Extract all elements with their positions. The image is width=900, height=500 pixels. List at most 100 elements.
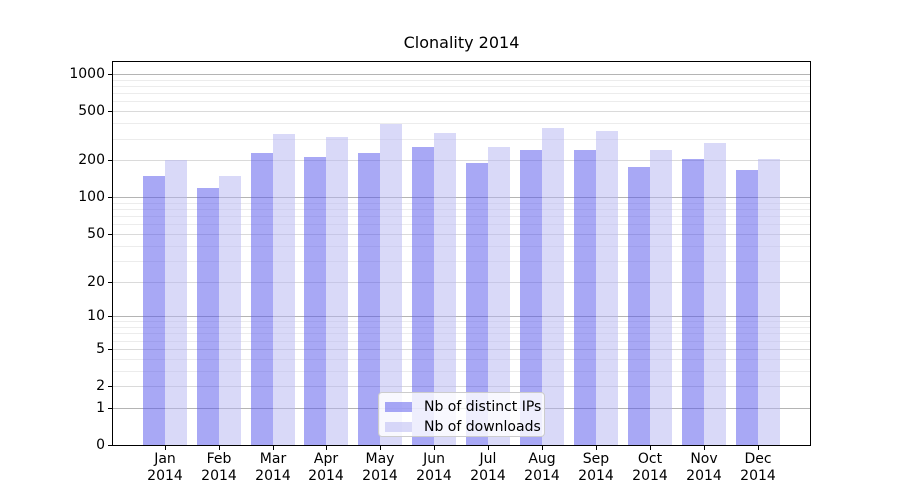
gridline-600: [113, 101, 810, 102]
legend-swatch-2: [385, 422, 412, 432]
gridline-70: [113, 216, 810, 217]
x-tick-label-aug: Aug 2014: [510, 451, 574, 485]
bar-nb-of-distinct-ips-apr: [304, 156, 327, 445]
bar-nb-of-distinct-ips-sep: [574, 150, 596, 445]
bar-nb-of-downloads-apr: [326, 136, 349, 445]
x-tick-apr: [326, 446, 327, 450]
y-tick-2: [108, 386, 112, 387]
gridline-60: [113, 224, 810, 225]
gridline-1000: [113, 74, 810, 75]
gridline-300: [113, 139, 810, 140]
x-tick-month: Oct: [637, 451, 663, 467]
gridline-90: [113, 203, 810, 204]
bar-nb-of-downloads-mar: [272, 134, 295, 445]
x-tick-jun: [434, 446, 435, 450]
x-tick-label-dec: Dec 2014: [726, 451, 790, 485]
x-tick-label-apr: Apr 2014: [294, 451, 358, 485]
bar-nb-of-distinct-ips-oct: [627, 167, 650, 445]
bar-nb-of-distinct-ips-nov: [681, 158, 704, 445]
x-tick-may: [380, 446, 381, 450]
gridline-6: [113, 341, 810, 342]
bar-nb-of-distinct-ips-jan: [142, 176, 165, 445]
y-tick-label-1: 1: [96, 400, 105, 416]
y-tick-label-500: 500: [78, 103, 105, 119]
y-tick-1000: [108, 74, 112, 75]
gridline-4: [113, 359, 810, 360]
bar-nb-of-downloads-oct: [649, 150, 672, 445]
x-tick-month: Mar: [259, 451, 287, 467]
bar-nb-of-downloads-jul: [488, 147, 511, 445]
y-tick-label-20: 20: [87, 274, 105, 290]
x-tick-month: Dec: [744, 451, 772, 467]
x-tick-jul: [488, 446, 489, 450]
x-tick-month: Jun: [423, 451, 445, 467]
gridline-3: [113, 371, 810, 372]
x-tick-label-jun: Jun 2014: [402, 451, 466, 485]
bar-nb-of-downloads-may: [380, 123, 403, 445]
x-tick-year: 2014: [578, 468, 614, 484]
gridline-900: [113, 80, 810, 81]
y-tick-label-5: 5: [96, 341, 105, 357]
x-tick-month: Feb: [206, 451, 232, 467]
x-tick-label-may: May 2014: [348, 451, 412, 485]
bar-nb-of-distinct-ips-may: [358, 153, 381, 445]
x-tick-month: Aug: [528, 451, 556, 467]
x-tick-feb: [219, 446, 220, 450]
gridline-100: [113, 197, 810, 198]
bar-nb-of-distinct-ips-dec: [735, 169, 758, 445]
x-tick-year: 2014: [632, 468, 668, 484]
x-tick-mar: [273, 446, 274, 450]
gridline-500: [113, 111, 810, 112]
x-tick-oct: [650, 446, 651, 450]
y-tick-label-50: 50: [87, 226, 105, 242]
chart-title: Clonality 2014: [403, 33, 520, 52]
gridline-20: [113, 282, 810, 283]
x-tick-label-mar: Mar 2014: [241, 451, 305, 485]
y-tick-label-100: 100: [78, 189, 105, 205]
gridline-9: [113, 321, 810, 322]
y-tick-5: [108, 349, 112, 350]
x-tick-month: Jul: [479, 451, 497, 467]
x-tick-year: 2014: [255, 468, 291, 484]
legend-item-2: Nb of downloads: [385, 417, 544, 437]
x-tick-nov: [704, 446, 705, 450]
bar-nb-of-distinct-ips-mar: [250, 153, 273, 445]
x-tick-month: Apr: [313, 451, 339, 467]
y-tick-label-200: 200: [78, 152, 105, 168]
bar-nb-of-downloads-dec: [757, 159, 780, 445]
x-tick-year: 2014: [147, 468, 183, 484]
x-tick-year: 2014: [686, 468, 722, 484]
y-tick-50: [108, 234, 112, 235]
gridline-200: [113, 160, 810, 161]
x-tick-label-feb: Feb 2014: [187, 451, 251, 485]
legend: Nb of distinct IPs Nb of downloads: [378, 392, 545, 437]
y-tick-0: [108, 445, 112, 446]
x-tick-label-nov: Nov 2014: [672, 451, 736, 485]
bar-nb-of-distinct-ips-aug: [520, 150, 543, 445]
gridline-800: [113, 86, 810, 87]
bar-nb-of-downloads-feb: [218, 175, 241, 445]
x-tick-year: 2014: [740, 468, 776, 484]
gridline-30: [113, 261, 810, 262]
x-tick-label-jan: Jan 2014: [133, 451, 197, 485]
bar-nb-of-distinct-ips-feb: [196, 187, 219, 445]
gridline-8: [113, 327, 810, 328]
x-tick-year: 2014: [308, 468, 344, 484]
y-tick-label-1000: 1000: [69, 66, 105, 82]
legend-item-1: Nb of distinct IPs: [385, 397, 544, 417]
x-tick-label-sep: Sep 2014: [564, 451, 628, 485]
y-tick-label-2: 2: [96, 378, 105, 394]
x-tick-month: Jan: [154, 451, 176, 467]
bar-nb-of-downloads-nov: [703, 143, 726, 445]
gridline-700: [113, 93, 810, 94]
x-tick-label-jul: Jul 2014: [456, 451, 520, 485]
y-tick-500: [108, 111, 112, 112]
x-tick-month: May: [365, 451, 395, 467]
x-tick-jan: [165, 446, 166, 450]
gridline-40: [113, 246, 810, 247]
y-tick-200: [108, 160, 112, 161]
x-tick-aug: [542, 446, 543, 450]
bar-nb-of-distinct-ips-jun: [412, 147, 435, 445]
bar-nb-of-distinct-ips-jul: [466, 162, 489, 445]
